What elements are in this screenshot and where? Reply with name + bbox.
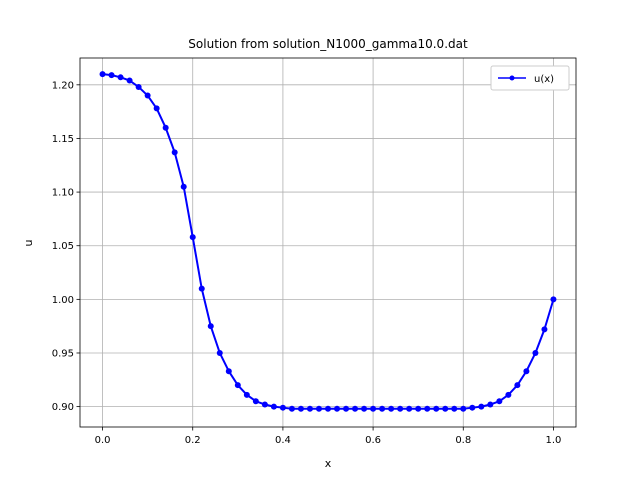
data-point: [189, 234, 196, 241]
legend-marker-sample: [509, 75, 515, 81]
series-layer: [99, 71, 557, 412]
x-tick-label: 1.0: [546, 435, 562, 446]
data-point: [126, 77, 133, 84]
data-point: [505, 391, 512, 398]
data-point: [162, 124, 169, 131]
data-point: [270, 403, 277, 410]
data-point: [343, 405, 350, 412]
data-point: [252, 398, 259, 405]
data-point: [541, 326, 548, 333]
x-axis-ticks: 0.0 0.2 0.4 0.6 0.8 1.0: [95, 427, 562, 446]
data-point: [352, 405, 359, 412]
data-point: [144, 92, 151, 99]
data-point: [261, 401, 268, 408]
data-point: [514, 382, 521, 389]
y-tick-label: 0.90: [52, 402, 74, 413]
chart-title: Solution from solution_N1000_gamma10.0.d…: [188, 37, 468, 51]
data-point: [487, 401, 494, 408]
data-point: [117, 74, 124, 81]
data-point: [279, 404, 286, 411]
data-point: [370, 405, 377, 412]
x-tick-label: 0.2: [185, 435, 201, 446]
y-tick-label: 1.15: [52, 134, 74, 145]
data-point: [334, 405, 341, 412]
data-point: [306, 405, 313, 412]
y-tick-label: 1.20: [52, 80, 74, 91]
data-point: [460, 405, 467, 412]
data-point: [532, 349, 539, 356]
y-tick-label: 1.05: [52, 241, 74, 252]
data-point: [297, 405, 304, 412]
data-point: [207, 323, 214, 330]
data-point: [379, 405, 386, 412]
data-point: [315, 405, 322, 412]
data-point: [108, 72, 115, 79]
data-point: [388, 405, 395, 412]
data-point: [451, 405, 458, 412]
data-point: [288, 405, 295, 412]
data-point: [433, 405, 440, 412]
data-point: [180, 183, 187, 190]
legend: u(x): [490, 65, 570, 91]
data-point: [442, 405, 449, 412]
data-point: [216, 349, 223, 356]
y-axis-label: u: [22, 240, 35, 247]
data-point: [496, 398, 503, 405]
data-point: [361, 405, 368, 412]
y-tick-label: 1.00: [52, 295, 74, 306]
legend-entry-label: u(x): [534, 74, 554, 85]
data-point: [171, 149, 178, 156]
legend-box: [490, 65, 570, 91]
data-point: [198, 285, 205, 292]
x-tick-label: 0.8: [455, 435, 471, 446]
data-point: [153, 105, 160, 112]
y-tick-label: 0.95: [52, 348, 74, 359]
data-point: [424, 405, 431, 412]
y-axis-ticks: 0.90 0.95 1.00 1.05 1.10 1.15 1.20: [52, 80, 80, 413]
data-point: [550, 296, 557, 303]
data-point: [243, 391, 250, 398]
plot-frame: [79, 57, 577, 428]
data-point: [406, 405, 413, 412]
data-point: [397, 405, 404, 412]
x-tick-label: 0.0: [95, 435, 111, 446]
x-tick-label: 0.4: [275, 435, 291, 446]
y-grid: [80, 84, 576, 408]
data-point: [478, 403, 485, 410]
y-tick-label: 1.10: [52, 188, 74, 199]
data-point: [225, 368, 232, 375]
plot-area: [80, 58, 576, 427]
data-point: [234, 382, 241, 389]
x-axis-label: x: [325, 457, 332, 470]
data-point: [135, 83, 142, 90]
data-point: [523, 368, 530, 375]
x-tick-label: 0.6: [365, 435, 381, 446]
data-point: [99, 71, 106, 78]
data-point: [415, 405, 422, 412]
data-point: [325, 405, 331, 412]
data-point: [469, 404, 476, 411]
